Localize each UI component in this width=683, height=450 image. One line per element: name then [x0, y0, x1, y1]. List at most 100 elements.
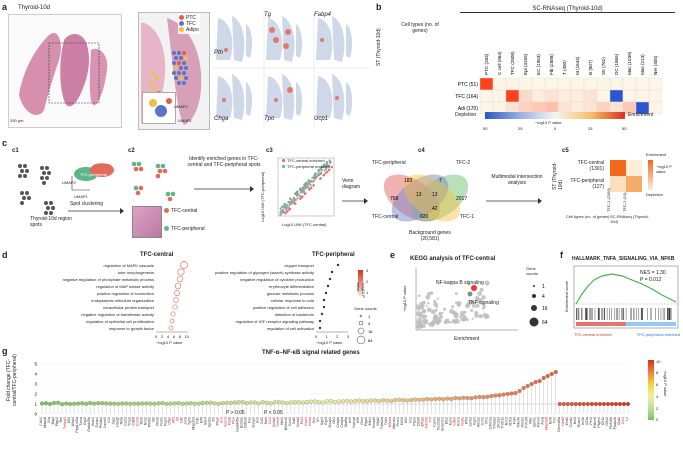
f-p: P = 0.012	[640, 277, 662, 283]
e-nfkb-label: NF-kappa B signaling	[436, 280, 484, 286]
g-dot	[545, 373, 550, 379]
d-right-dot	[318, 326, 322, 330]
c3-point-peripheral	[317, 169, 320, 172]
g-gene-label: Junb2	[468, 417, 472, 427]
g-dot	[48, 401, 53, 407]
g-gene-label: Klf4	[404, 417, 408, 423]
e-point	[484, 280, 490, 286]
b-heat-cell	[583, 89, 598, 103]
d-left-term: endoplasmic reticulum organization	[91, 298, 154, 303]
g-dot	[569, 401, 574, 407]
g-dot	[361, 398, 366, 404]
e-point	[426, 307, 432, 313]
g-gene-label: Il1a	[47, 417, 51, 423]
g-dot	[192, 401, 197, 406]
b-heat-cell	[648, 77, 663, 91]
g-gene-label: Tnfaip2	[493, 417, 497, 429]
panel-b-label: b	[376, 2, 382, 12]
f-right: TFC-peripheral enriched	[636, 332, 680, 337]
g-dot	[64, 401, 69, 406]
b-heat-cell	[622, 77, 637, 91]
c5-colorbar	[648, 160, 653, 190]
g-dot	[56, 400, 61, 405]
venn-tfc1: TFC-1	[460, 214, 475, 220]
g-gene-label: Ehd1	[565, 417, 569, 425]
c5-cell-10	[610, 176, 626, 192]
e-point	[430, 320, 436, 326]
g-dot	[76, 401, 81, 406]
g-gene-label: Egr1	[472, 417, 476, 425]
g-dot	[601, 401, 606, 407]
g-dot	[357, 398, 362, 403]
g-ctick-1: 8	[656, 370, 659, 375]
g-gene-label: Tnfaip3	[63, 417, 67, 429]
c3-point	[304, 187, 307, 190]
panel-b-cell-types: Cell types (no. of genes)	[401, 22, 439, 34]
c3-point	[292, 201, 295, 204]
b-heat-cell	[544, 89, 559, 103]
b-heat-cell	[492, 77, 507, 91]
c3-point	[290, 201, 294, 204]
g-dot	[469, 396, 474, 401]
g-gene-label: Serpine1	[440, 417, 444, 431]
panel-b-tick-2: 0	[554, 126, 557, 131]
g-gene-label: Edn1	[368, 417, 372, 425]
e-point	[436, 297, 440, 300]
panel-a-label: a	[2, 2, 8, 12]
g-dot	[212, 401, 217, 406]
g-dot	[417, 397, 422, 402]
b-heat-cell	[518, 77, 533, 91]
g-ylabel: Fold change (TFC-central/TFC-peripheral)	[6, 354, 18, 406]
panel-a-title: Thyroid-10d	[18, 5, 51, 11]
g-dot	[320, 400, 325, 405]
d-right-tick-3: 3	[346, 334, 349, 339]
e-scatter	[415, 268, 518, 331]
d-left-term: regulation of MAPK cascade	[103, 263, 154, 268]
g-gene-label: Egr2	[83, 417, 87, 425]
g-dot	[501, 392, 506, 397]
e-point	[479, 287, 484, 292]
f-left: TFC-central enriched	[574, 332, 612, 337]
g-dot	[465, 395, 470, 401]
g-gene-label: Inhba	[308, 417, 312, 426]
g-dot	[100, 401, 105, 406]
g-gene-label: G0s2	[605, 417, 609, 426]
f-gsea-plot	[573, 265, 679, 329]
g-gene-label: Cxcl2	[123, 417, 127, 426]
d-left-dot	[176, 275, 184, 283]
e-point	[420, 324, 424, 328]
g-dot	[88, 400, 93, 406]
g-dot	[52, 400, 57, 406]
g-dot	[108, 401, 113, 406]
d-left-term: positive regulation of locomotion	[96, 291, 154, 296]
region-spots	[12, 158, 62, 224]
g-dot	[625, 401, 631, 407]
g-gene-label: Nfat5	[561, 417, 565, 426]
panel-b-tick-1: 25	[518, 126, 523, 131]
d-ctick-1: 2	[366, 279, 369, 284]
panel-g-label: g	[2, 346, 8, 356]
d-left-dot	[170, 311, 176, 317]
c2-label: c2	[128, 148, 135, 154]
c3-point-central	[303, 192, 307, 196]
d-colorbar	[358, 270, 363, 296]
c2-histology	[132, 206, 162, 238]
d-left-dot	[174, 290, 180, 296]
g-dot	[565, 401, 570, 407]
g-dot	[473, 395, 478, 400]
g-dot	[397, 397, 402, 402]
g-gene-label: Ptx3	[300, 417, 304, 424]
c3-point	[298, 194, 301, 198]
panel-e-label: e	[390, 250, 396, 260]
e-point	[417, 294, 421, 297]
e-point	[459, 314, 463, 317]
b-heat-cell	[609, 89, 624, 103]
g-gene-label: Cebpd	[340, 417, 344, 428]
c3-point	[328, 161, 332, 164]
b-heat-cell	[505, 89, 520, 103]
g-gene-label: Ier3	[220, 417, 224, 423]
g-dot	[413, 397, 418, 402]
g-gene-label: Ccl20	[135, 417, 139, 426]
g-dot	[292, 399, 297, 405]
g-dot	[260, 399, 265, 405]
